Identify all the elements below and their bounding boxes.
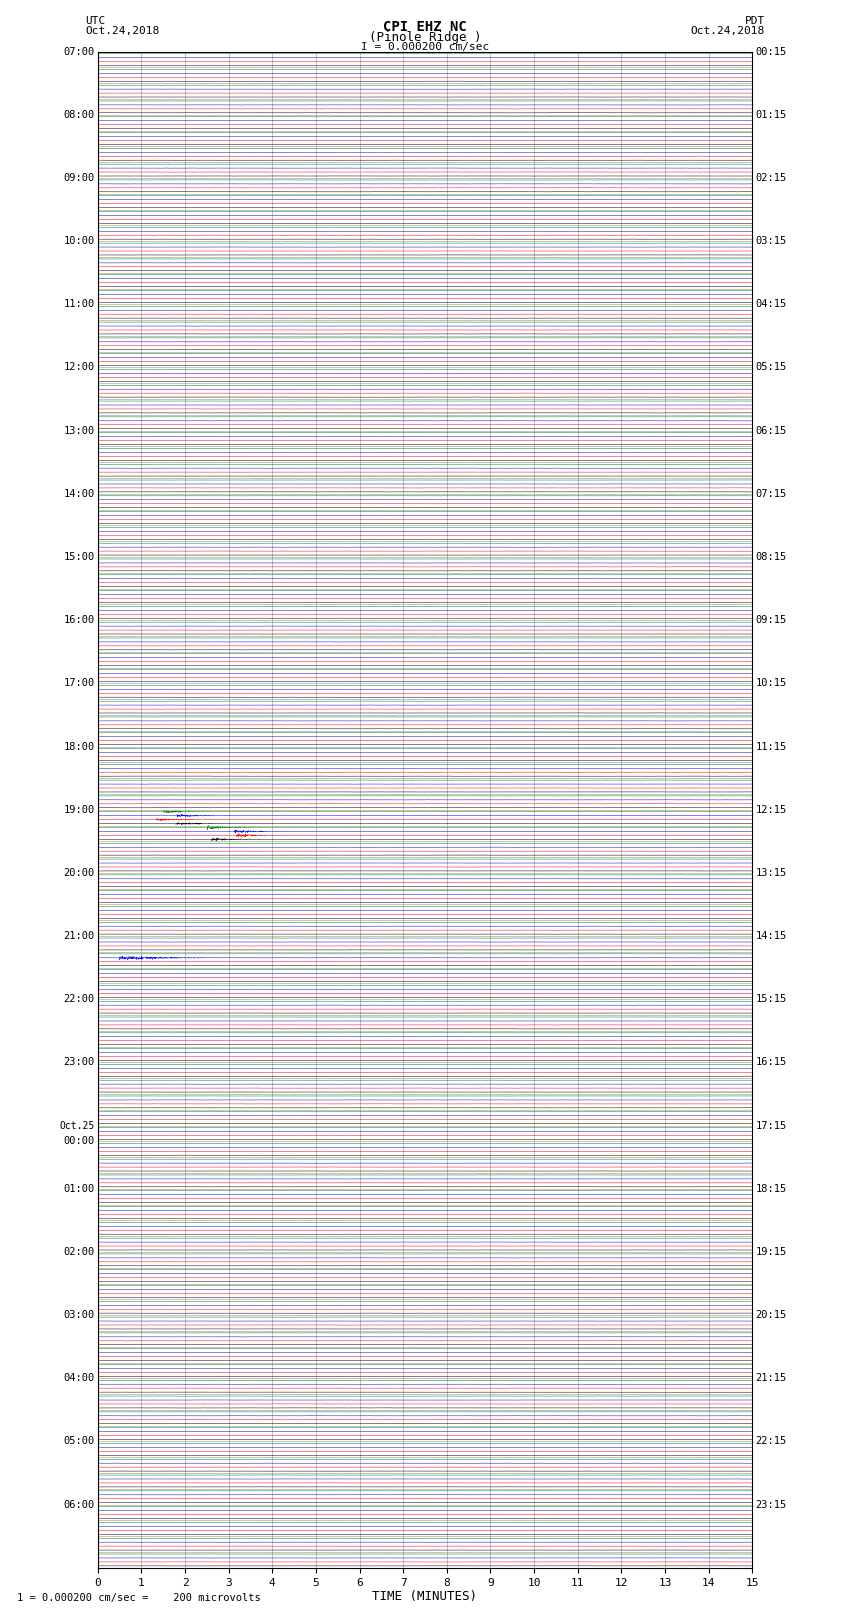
Text: 05:15: 05:15	[756, 363, 787, 373]
Text: 23:15: 23:15	[756, 1500, 787, 1510]
Text: 11:15: 11:15	[756, 742, 787, 752]
Text: 06:15: 06:15	[756, 426, 787, 436]
Text: 18:15: 18:15	[756, 1184, 787, 1194]
Text: 06:00: 06:00	[63, 1500, 94, 1510]
Text: 15:00: 15:00	[63, 552, 94, 561]
Text: 19:00: 19:00	[63, 805, 94, 815]
Text: 22:15: 22:15	[756, 1437, 787, 1447]
Text: 04:00: 04:00	[63, 1373, 94, 1384]
Text: 12:15: 12:15	[756, 805, 787, 815]
Text: 18:00: 18:00	[63, 742, 94, 752]
Text: 07:15: 07:15	[756, 489, 787, 498]
Text: 03:15: 03:15	[756, 235, 787, 247]
X-axis label: TIME (MINUTES): TIME (MINUTES)	[372, 1590, 478, 1603]
Text: PDT: PDT	[745, 16, 765, 26]
Text: 00:15: 00:15	[756, 47, 787, 56]
Text: 05:00: 05:00	[63, 1437, 94, 1447]
Text: 19:15: 19:15	[756, 1247, 787, 1257]
Text: 01:15: 01:15	[756, 110, 787, 119]
Text: I = 0.000200 cm/sec: I = 0.000200 cm/sec	[361, 42, 489, 52]
Text: 17:00: 17:00	[63, 679, 94, 689]
Text: 1 = 0.000200 cm/sec =    200 microvolts: 1 = 0.000200 cm/sec = 200 microvolts	[17, 1594, 261, 1603]
Text: 11:00: 11:00	[63, 300, 94, 310]
Text: Oct.24,2018: Oct.24,2018	[691, 26, 765, 35]
Text: 04:15: 04:15	[756, 300, 787, 310]
Text: 09:15: 09:15	[756, 615, 787, 626]
Text: 20:00: 20:00	[63, 868, 94, 877]
Text: 09:00: 09:00	[63, 173, 94, 182]
Text: 00:00: 00:00	[63, 1137, 94, 1147]
Text: CPI EHZ NC: CPI EHZ NC	[383, 19, 467, 34]
Text: 02:15: 02:15	[756, 173, 787, 182]
Text: 08:00: 08:00	[63, 110, 94, 119]
Text: 20:15: 20:15	[756, 1310, 787, 1319]
Text: (Pinole Ridge ): (Pinole Ridge )	[369, 31, 481, 44]
Text: 08:15: 08:15	[756, 552, 787, 561]
Text: 16:15: 16:15	[756, 1058, 787, 1068]
Text: 17:15: 17:15	[756, 1121, 787, 1131]
Text: 22:00: 22:00	[63, 994, 94, 1005]
Text: Oct.25: Oct.25	[60, 1121, 94, 1131]
Text: 03:00: 03:00	[63, 1310, 94, 1319]
Text: 10:15: 10:15	[756, 679, 787, 689]
Text: 21:15: 21:15	[756, 1373, 787, 1384]
Text: 14:00: 14:00	[63, 489, 94, 498]
Text: Oct.24,2018: Oct.24,2018	[85, 26, 159, 35]
Text: 12:00: 12:00	[63, 363, 94, 373]
Text: 21:00: 21:00	[63, 931, 94, 940]
Text: 23:00: 23:00	[63, 1058, 94, 1068]
Text: UTC: UTC	[85, 16, 105, 26]
Text: 02:00: 02:00	[63, 1247, 94, 1257]
Text: 16:00: 16:00	[63, 615, 94, 626]
Text: 13:00: 13:00	[63, 426, 94, 436]
Text: 01:00: 01:00	[63, 1184, 94, 1194]
Text: 14:15: 14:15	[756, 931, 787, 940]
Text: 13:15: 13:15	[756, 868, 787, 877]
Text: 15:15: 15:15	[756, 994, 787, 1005]
Text: 10:00: 10:00	[63, 235, 94, 247]
Text: 07:00: 07:00	[63, 47, 94, 56]
